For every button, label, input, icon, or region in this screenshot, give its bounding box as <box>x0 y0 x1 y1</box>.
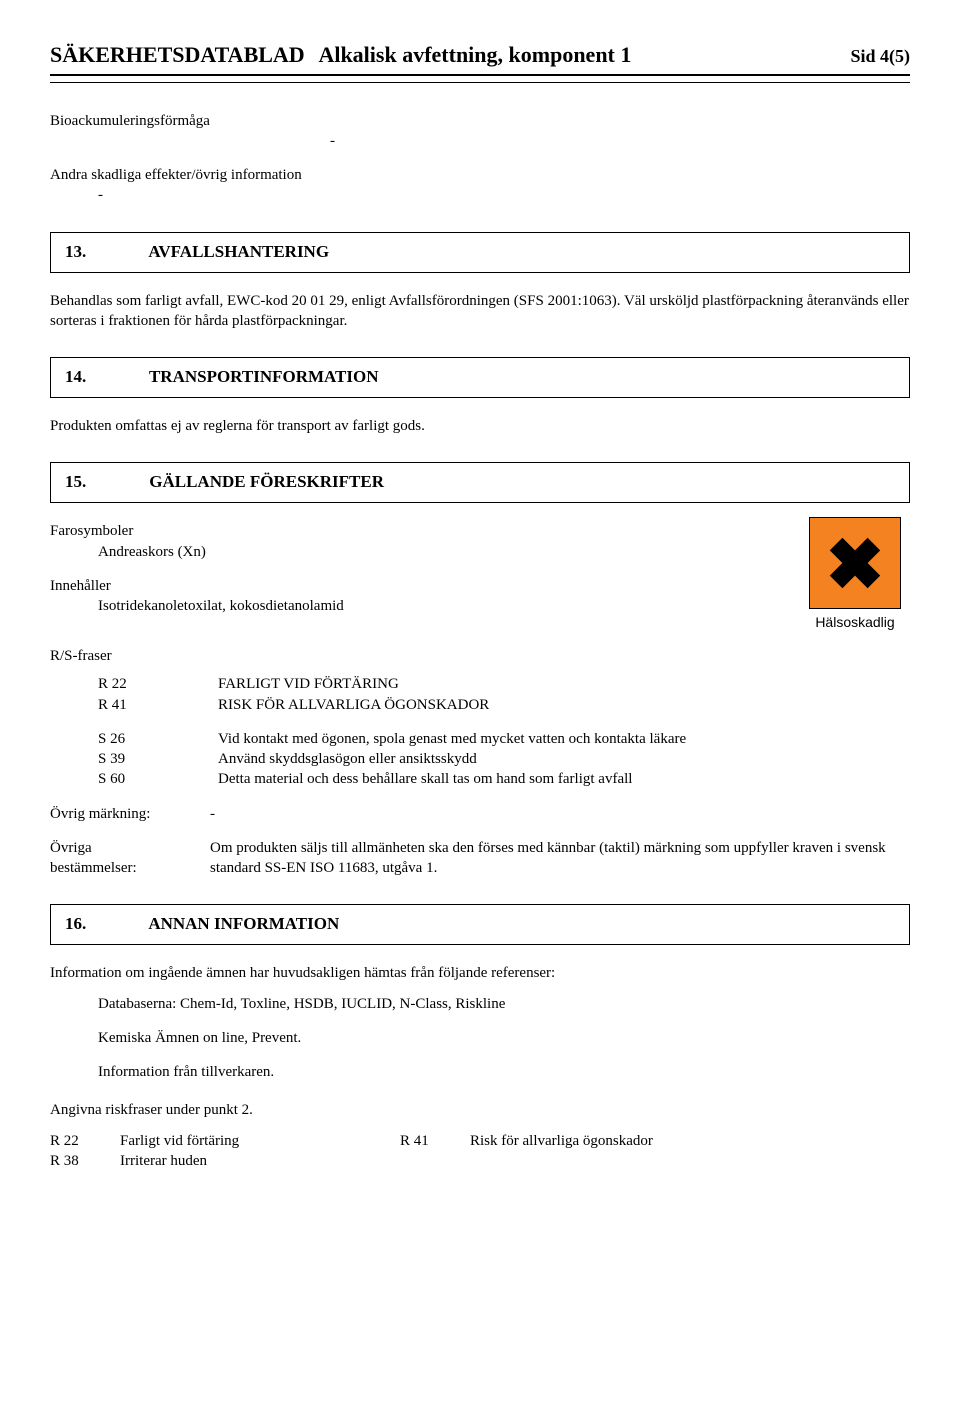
section-14-heading: 14. TRANSPORTINFORMATION <box>65 367 379 386</box>
ovrig-markning-label: Övrig märkning: <box>50 804 210 824</box>
section-16-box: 16. ANNAN INFORMATION <box>50 904 910 945</box>
ovrig-markning-value: - <box>210 804 910 824</box>
risk-text-b: Irriterar huden <box>120 1151 400 1171</box>
rs-text: RISK FÖR ALLVARLIGA ÖGONSKADOR <box>218 695 910 715</box>
s-code: S 60 <box>50 769 218 789</box>
innehaller-value: Isotridekanoletoxilat, kokosdietanolamid <box>98 596 910 616</box>
other-effects-value: - <box>98 185 910 205</box>
section-15-heading: 15. GÄLLANDE FÖRESKRIFTER <box>65 472 384 491</box>
section-16-num: 16. <box>65 913 145 936</box>
faro-label: Farosymboler <box>50 521 910 541</box>
rs-text: FARLIGT VID FÖRTÄRING <box>218 674 910 694</box>
risk-code-a: R 38 <box>50 1151 120 1171</box>
other-effects-label: Andra skadliga effekter/övrig informatio… <box>50 165 910 185</box>
section-16-title: ANNAN INFORMATION <box>148 914 339 933</box>
andreaskors-icon <box>809 517 901 609</box>
ref-item: Information från tillverkaren. <box>98 1062 910 1082</box>
risk-text-d: Risk för allvarliga ögonskador <box>470 1131 910 1151</box>
ref-item: Kemiska Ämnen on line, Prevent. <box>98 1028 910 1048</box>
ovriga-label: Övriga bestämmelser: <box>50 838 210 879</box>
section-15-box: 15. GÄLLANDE FÖRESKRIFTER <box>50 462 910 503</box>
ovrig-markning-row: Övrig märkning: - <box>50 804 910 824</box>
rs-label: R/S-fraser <box>50 646 910 666</box>
s-code: S 26 <box>50 729 218 749</box>
s-text: Vid kontakt med ögonen, spola genast med… <box>218 729 910 749</box>
faro-value: Andreaskors (Xn) <box>98 542 910 562</box>
cross-icon <box>820 528 890 598</box>
section-14-body: Produkten omfattas ej av reglerna för tr… <box>50 416 910 436</box>
risk-code-c: R 41 <box>400 1131 470 1151</box>
risk-intro: Angivna riskfraser under punkt 2. <box>50 1100 910 1120</box>
risk-code-a: R 22 <box>50 1131 120 1151</box>
rs-row: R 41 RISK FÖR ALLVARLIGA ÖGONSKADOR <box>50 695 910 715</box>
rs-code: R 22 <box>50 674 218 694</box>
risk-row: R 38 Irriterar huden <box>50 1151 910 1171</box>
section-13-num: 13. <box>65 241 145 264</box>
s-text: Använd skyddsglasögon eller ansiktsskydd <box>218 749 910 769</box>
ovriga-label-2: bestämmelser: <box>50 858 210 878</box>
header-rule <box>50 82 910 83</box>
risk-row: R 22 Farligt vid förtäring R 41 Risk för… <box>50 1131 910 1151</box>
section-13-heading: 13. AVFALLSHANTERING <box>65 242 329 261</box>
risk-text-d <box>470 1151 910 1171</box>
section-15-title: GÄLLANDE FÖRESKRIFTER <box>149 472 384 491</box>
section-14-title: TRANSPORTINFORMATION <box>149 367 379 386</box>
page-number: Sid 4(5) <box>850 44 910 68</box>
innehaller-label: Innehåller <box>50 576 910 596</box>
bioaccum-value: - <box>330 131 910 151</box>
hazard-label: Hälsoskadlig <box>800 613 910 632</box>
product-name: Alkalisk avfettning, komponent 1 <box>318 42 631 67</box>
s-row: S 60 Detta material och dess behållare s… <box>50 769 910 789</box>
s-text: Detta material och dess behållare skall … <box>218 769 910 789</box>
ovriga-bestammelser-row: Övriga bestämmelser: Om produkten säljs … <box>50 838 910 879</box>
doc-type: SÄKERHETSDATABLAD <box>50 42 305 67</box>
s-row: S 39 Använd skyddsglasögon eller ansikts… <box>50 749 910 769</box>
section-14-box: 14. TRANSPORTINFORMATION <box>50 357 910 398</box>
hazard-symbol-block: Hälsoskadlig <box>800 517 910 632</box>
header-title: SÄKERHETSDATABLAD Alkalisk avfettning, k… <box>50 40 631 70</box>
section-13-body: Behandlas som farligt avfall, EWC-kod 20… <box>50 291 910 332</box>
s-code: S 39 <box>50 749 218 769</box>
section-14-num: 14. <box>65 366 145 389</box>
rs-row: R 22 FARLIGT VID FÖRTÄRING <box>50 674 910 694</box>
page-header: SÄKERHETSDATABLAD Alkalisk avfettning, k… <box>50 40 910 76</box>
ref-item: Databaserna: Chem-Id, Toxline, HSDB, IUC… <box>98 994 910 1014</box>
section-13-title: AVFALLSHANTERING <box>148 242 329 261</box>
section-16-heading: 16. ANNAN INFORMATION <box>65 914 339 933</box>
rs-code: R 41 <box>50 695 218 715</box>
ovriga-text: Om produkten säljs till allmänheten ska … <box>210 838 910 879</box>
risk-text-b: Farligt vid förtäring <box>120 1131 400 1151</box>
section-16-intro: Information om ingående ämnen har huvuds… <box>50 963 910 983</box>
ovriga-label-1: Övriga <box>50 838 210 858</box>
section-15-num: 15. <box>65 471 145 494</box>
s-row: S 26 Vid kontakt med ögonen, spola genas… <box>50 729 910 749</box>
section-13-box: 13. AVFALLSHANTERING <box>50 232 910 273</box>
bioaccum-label: Bioackumuleringsförmåga <box>50 111 910 131</box>
risk-code-c <box>400 1151 470 1171</box>
rs-table: R 22 FARLIGT VID FÖRTÄRING R 41 RISK FÖR… <box>50 674 910 789</box>
